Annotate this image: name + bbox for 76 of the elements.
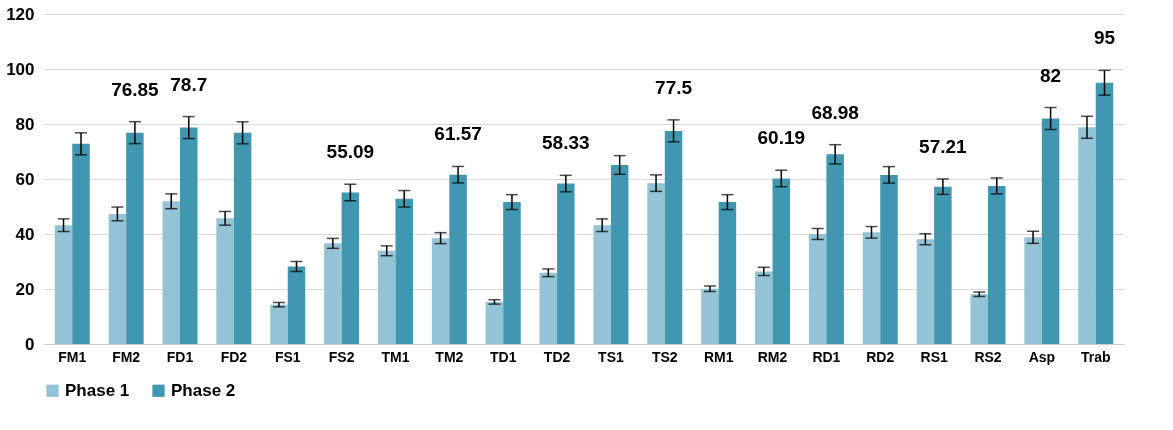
bar	[377, 250, 396, 344]
bar	[216, 218, 234, 344]
x-tick-label: FM1	[58, 348, 87, 365]
x-tick-label: RD2	[866, 348, 895, 365]
bar	[718, 202, 737, 344]
x-tick-label: TD2	[543, 348, 571, 365]
bar	[126, 132, 144, 344]
bar	[341, 192, 360, 344]
x-tick-label: Trab	[1080, 348, 1111, 365]
data-label: 82	[1040, 64, 1062, 86]
x-tick-label: TS1	[598, 348, 624, 365]
bar	[485, 301, 504, 344]
bar	[449, 174, 467, 344]
legend-label: Phase 2	[171, 380, 236, 400]
bar	[431, 238, 450, 344]
bar	[1024, 237, 1042, 344]
x-tick-label: TM1	[381, 348, 410, 365]
bar	[287, 266, 306, 344]
x-tick-label: FS2	[328, 348, 355, 365]
bar	[826, 154, 844, 344]
x-tick-label: RS2	[974, 348, 1002, 365]
x-tick-label: FS1	[274, 348, 301, 365]
x-tick-label: RM2	[757, 348, 788, 365]
bar	[72, 143, 90, 344]
bar	[862, 232, 881, 344]
x-tick-label: RM1	[703, 348, 734, 365]
bar	[233, 132, 252, 344]
x-tick-label: RS1	[920, 348, 948, 365]
y-tick-label: 20	[15, 279, 35, 299]
x-tick-label: TS2	[651, 348, 678, 365]
data-label: 76.85	[111, 78, 160, 100]
bar	[755, 271, 773, 344]
y-tick-label: 40	[15, 224, 35, 244]
bar	[987, 185, 1006, 344]
legend-label: Phase 1	[65, 380, 130, 400]
bar	[916, 239, 935, 344]
bar	[180, 127, 198, 344]
data-label: 55.09	[326, 141, 375, 163]
x-tick-label: Asp	[1028, 348, 1056, 365]
bar	[324, 243, 342, 344]
y-tick-label: 60	[15, 169, 35, 189]
bar	[880, 174, 898, 344]
y-tick-label: 120	[6, 4, 35, 24]
bar	[647, 183, 665, 344]
bar	[1078, 127, 1096, 344]
data-label: 78.7	[170, 73, 208, 95]
data-label: 57.21	[919, 135, 968, 157]
data-label: 68.98	[811, 101, 859, 123]
bar	[395, 198, 413, 344]
x-tick-label: TM2	[435, 348, 464, 365]
bar	[54, 225, 73, 344]
bar	[934, 186, 952, 344]
x-tick-label: FM2	[112, 348, 141, 365]
data-label: 61.57	[434, 123, 482, 145]
y-tick-label: 100	[6, 59, 35, 79]
bar	[593, 225, 611, 344]
bar	[162, 201, 181, 344]
y-tick-label: 0	[25, 334, 35, 354]
x-tick-label: RD1	[812, 348, 841, 365]
bar	[108, 213, 127, 344]
x-tick-label: FD2	[220, 348, 248, 365]
x-tick-label: FD1	[166, 348, 194, 365]
bar	[610, 164, 629, 344]
bar	[503, 202, 521, 344]
bar	[1041, 118, 1060, 344]
y-tick-label: 80	[15, 114, 35, 134]
data-label: 60.19	[757, 127, 806, 149]
bar	[1095, 82, 1114, 344]
data-label: 58.33	[542, 132, 590, 154]
bar	[808, 234, 827, 344]
data-label: 77.5	[655, 76, 693, 98]
bar	[772, 178, 791, 344]
x-tick-label: TD1	[489, 348, 517, 365]
bar	[664, 130, 683, 344]
bar	[557, 183, 575, 344]
data-label: 95	[1093, 27, 1116, 49]
